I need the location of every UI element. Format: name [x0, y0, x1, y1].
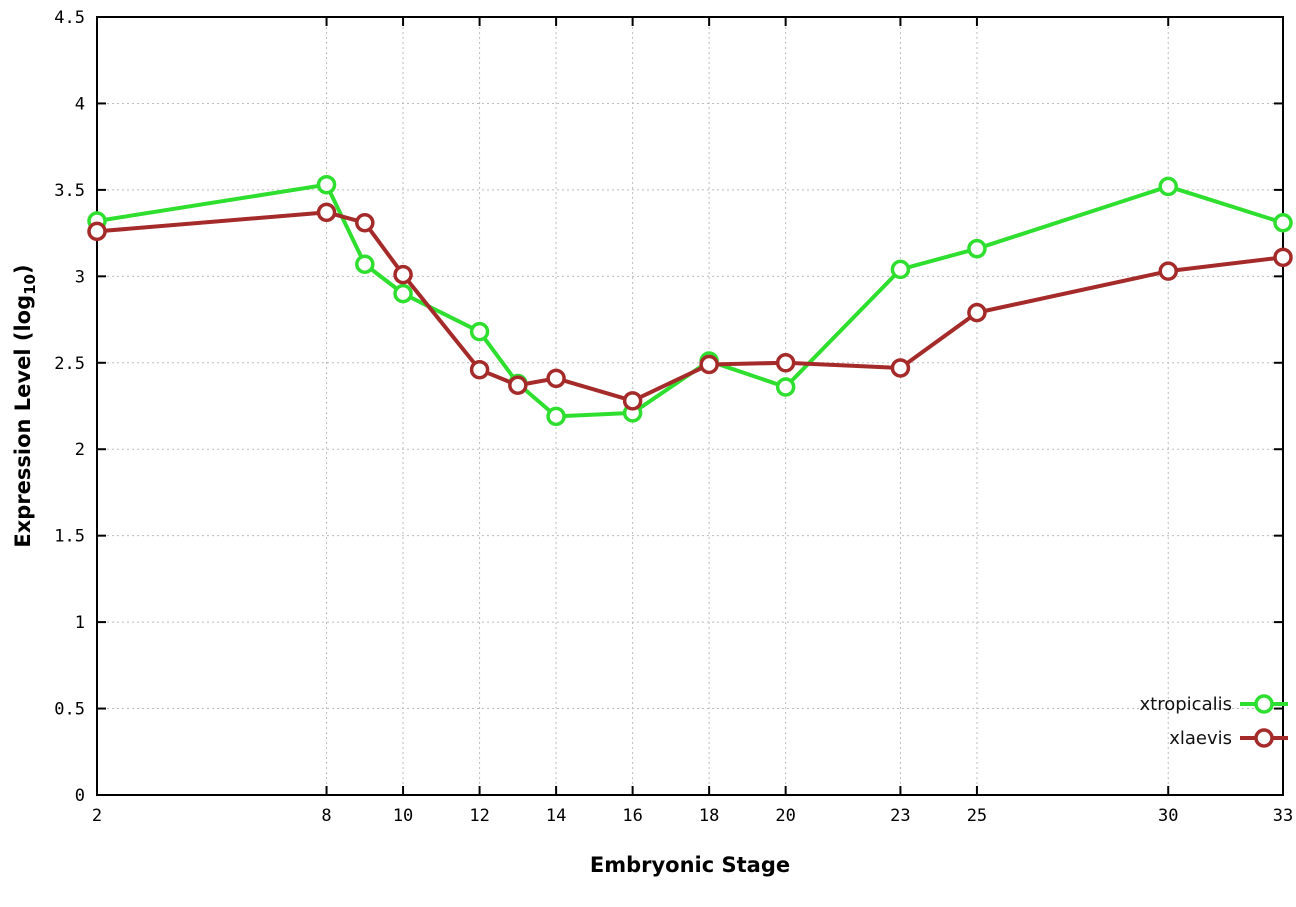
- x-tick-label: 10: [393, 806, 413, 826]
- x-tick-label: 14: [546, 806, 566, 826]
- data-point-xlaevis: [1158, 261, 1178, 281]
- x-tick-label: 20: [775, 806, 795, 826]
- data-point-xtropicalis: [469, 321, 490, 342]
- y-tick-label: 1: [75, 613, 85, 633]
- grid-lines: [96, 16, 1284, 796]
- data-point-xlaevis: [622, 391, 643, 411]
- data-point-xtropicalis: [546, 406, 566, 427]
- y-tick-label: 4: [75, 94, 85, 114]
- legend-label-xtropicalis: xtropicalis: [1140, 694, 1232, 715]
- data-point-xlaevis: [87, 221, 107, 242]
- data-point-xlaevis: [469, 359, 490, 380]
- x-tick-label: 12: [469, 806, 489, 826]
- y-tick-label: 2.5: [54, 354, 85, 374]
- data-point-xlaevis: [890, 358, 911, 378]
- data-point-xlaevis: [508, 375, 528, 396]
- data-point-xlaevis: [355, 212, 375, 233]
- data-point-xlaevis: [1273, 247, 1293, 268]
- data-point-xlaevis: [967, 302, 987, 323]
- x-axis-title: Embryonic Stage: [590, 853, 790, 877]
- legend: xtropicalis xlaevis: [1140, 694, 1288, 749]
- legend-label-xlaevis: xlaevis: [1169, 728, 1232, 749]
- data-point-xtropicalis: [316, 174, 337, 195]
- data-point-xtropicalis: [890, 259, 911, 280]
- data-point-xlaevis: [699, 354, 719, 375]
- legend-marker-xtropicalis: [1240, 694, 1288, 714]
- y-tick-label: 2: [75, 440, 85, 460]
- series-line-xlaevis: [95, 210, 1285, 403]
- y-tick-label: 3: [75, 267, 85, 287]
- data-series: [87, 174, 1293, 427]
- x-tick-label: 8: [321, 806, 331, 826]
- x-tick-label: 16: [622, 806, 642, 826]
- data-point-xtropicalis: [355, 254, 375, 274]
- y-tick-label: 1.5: [54, 527, 85, 547]
- tick-labels: 2 8 10 12 14 16 18 20 23 25 30 33 0 0.5 1 1.5 2 2.5 3 3.5 4 4…: [54, 8, 1293, 826]
- y-tick-label: 0.5: [54, 700, 85, 720]
- x-tick-label: 18: [699, 806, 719, 826]
- legend-marker-xlaevis: [1240, 728, 1288, 748]
- data-point-xlaevis: [546, 368, 566, 389]
- plot-border: [96, 16, 1284, 796]
- y-tick-label: 3.5: [54, 181, 85, 201]
- x-tick-label: 33: [1273, 806, 1293, 826]
- x-tick-label: 2: [92, 806, 102, 826]
- y-tick-label: 4.5: [54, 8, 85, 28]
- data-point-xtropicalis: [393, 283, 413, 304]
- data-point-xtropicalis: [1273, 212, 1293, 233]
- y-axis-title-main: Expression Level (log: [11, 295, 35, 548]
- data-point-xlaevis: [775, 353, 796, 373]
- y-axis-title-end: ): [11, 264, 35, 274]
- x-tick-label: 25: [967, 806, 987, 826]
- data-point-xtropicalis: [1158, 176, 1178, 197]
- data-point-xlaevis: [393, 264, 413, 285]
- y-tick-label: 0: [75, 786, 85, 806]
- svg-text:Expression Level (log10): Expression Level (log10): [11, 264, 39, 547]
- data-point-xtropicalis: [775, 377, 796, 397]
- data-point-xtropicalis: [967, 238, 987, 259]
- data-point-xlaevis: [316, 202, 337, 223]
- y-axis-title: Expression Level (log10): [11, 264, 39, 547]
- x-tick-label: 30: [1158, 806, 1178, 826]
- y-axis-title-sub: 10: [21, 274, 39, 295]
- axis-ticks: [96, 16, 1284, 796]
- x-tick-label: 23: [890, 806, 910, 826]
- series-line-xtropicalis: [95, 182, 1285, 419]
